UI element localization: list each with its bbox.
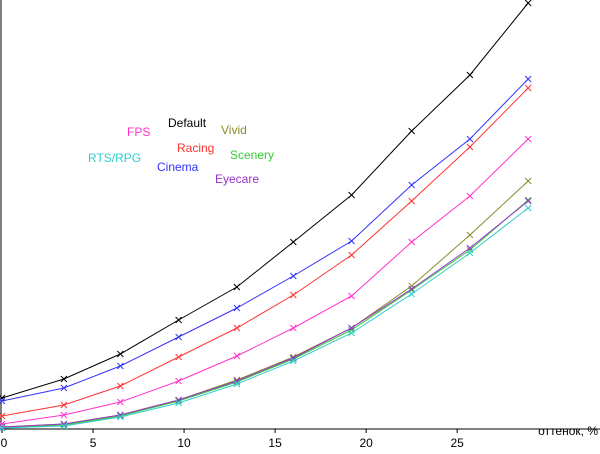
point-marker xyxy=(0,423,6,431)
point-marker xyxy=(116,382,124,390)
x-axis-title: оттенок, % xyxy=(538,424,598,438)
point-marker xyxy=(408,238,416,246)
point-marker xyxy=(60,422,68,430)
point-marker xyxy=(466,135,474,143)
point-marker xyxy=(116,413,124,421)
legend-label: Cinema xyxy=(157,160,199,174)
point-marker xyxy=(466,71,474,79)
point-marker xyxy=(233,324,241,332)
point-marker xyxy=(408,290,416,298)
point-marker xyxy=(348,191,355,199)
point-marker xyxy=(233,304,241,312)
series-line xyxy=(1,87,529,417)
point-marker xyxy=(466,231,474,239)
point-marker xyxy=(233,380,241,388)
x-tick-label: 5 xyxy=(90,436,97,450)
point-marker xyxy=(466,244,474,252)
x-tick-label: 10 xyxy=(177,436,191,450)
point-marker xyxy=(408,197,416,205)
x-tick-label: 25 xyxy=(450,436,464,450)
point-marker xyxy=(175,353,182,361)
point-marker xyxy=(408,285,416,293)
legend-label: RTS/RPG xyxy=(88,151,141,165)
point-marker xyxy=(466,192,474,200)
point-marker xyxy=(524,0,532,7)
point-marker xyxy=(466,249,474,257)
point-marker xyxy=(116,362,124,370)
point-marker xyxy=(289,272,297,280)
point-marker xyxy=(60,411,68,419)
point-marker xyxy=(348,324,355,332)
point-marker xyxy=(116,398,124,406)
series-line xyxy=(1,199,529,429)
series-line xyxy=(1,138,529,425)
point-marker xyxy=(408,127,416,135)
point-marker xyxy=(175,333,182,341)
point-marker xyxy=(348,237,355,245)
point-marker xyxy=(175,316,182,324)
series-line xyxy=(1,2,529,399)
point-marker xyxy=(0,424,6,432)
point-marker xyxy=(233,352,241,360)
point-marker xyxy=(175,399,182,407)
legend-label: FPS xyxy=(127,125,150,139)
x-tick-label: 0 xyxy=(1,436,8,450)
point-marker xyxy=(0,412,6,420)
point-marker xyxy=(0,394,6,402)
point-marker xyxy=(524,204,532,212)
series-line xyxy=(1,78,529,402)
point-marker xyxy=(233,283,241,291)
point-marker xyxy=(524,197,532,205)
point-marker xyxy=(116,350,124,358)
point-marker xyxy=(60,421,68,429)
point-marker xyxy=(524,75,532,83)
legend-label: Eyecare xyxy=(215,172,259,186)
x-tick-label: 15 xyxy=(268,436,282,450)
point-marker xyxy=(289,357,297,365)
point-marker xyxy=(289,291,297,299)
point-marker xyxy=(348,329,355,337)
series-line xyxy=(1,207,529,429)
point-marker xyxy=(175,377,182,385)
legend-label: Default xyxy=(168,116,207,130)
point-marker xyxy=(60,375,68,383)
point-marker xyxy=(408,181,416,189)
point-marker xyxy=(524,177,532,185)
point-marker xyxy=(348,251,355,259)
point-marker xyxy=(60,384,68,392)
x-tick-label: 20 xyxy=(359,436,373,450)
series-line xyxy=(1,180,529,428)
point-marker xyxy=(524,84,532,92)
point-marker xyxy=(466,143,474,151)
point-marker xyxy=(289,238,297,246)
legend-label: Scenery xyxy=(230,148,274,162)
point-marker xyxy=(524,135,532,143)
point-marker xyxy=(60,401,68,409)
legend-label: Vivid xyxy=(221,123,247,137)
series-line xyxy=(1,200,529,428)
point-marker xyxy=(289,324,297,332)
point-marker xyxy=(0,397,6,405)
point-marker xyxy=(348,292,355,300)
legend-label: Racing xyxy=(177,141,214,155)
